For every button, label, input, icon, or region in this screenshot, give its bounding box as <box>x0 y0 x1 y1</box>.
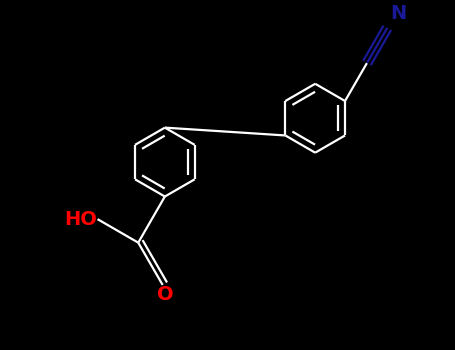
Text: HO: HO <box>65 210 97 229</box>
Text: N: N <box>390 4 407 23</box>
Text: O: O <box>157 285 173 304</box>
